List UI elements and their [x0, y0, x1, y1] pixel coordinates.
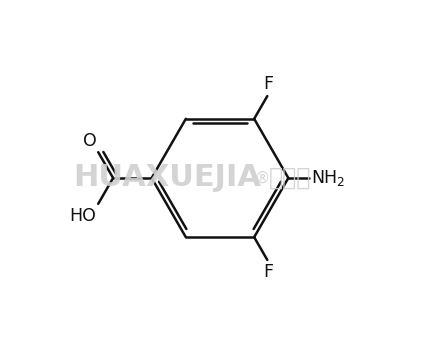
Text: F: F: [263, 75, 273, 93]
Text: F: F: [263, 263, 273, 281]
Text: 化学加: 化学加: [269, 166, 312, 190]
Text: HO: HO: [69, 206, 96, 225]
Text: HUAXUEJIA: HUAXUEJIA: [73, 163, 261, 193]
Text: O: O: [83, 132, 96, 150]
Text: ®: ®: [255, 171, 270, 185]
Text: NH$_2$: NH$_2$: [311, 168, 345, 188]
